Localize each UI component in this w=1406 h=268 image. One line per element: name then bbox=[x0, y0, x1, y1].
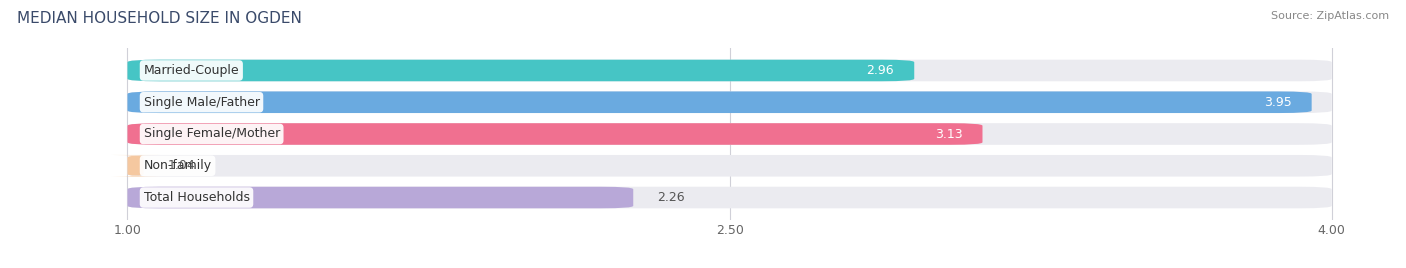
FancyBboxPatch shape bbox=[128, 91, 1331, 113]
Text: Source: ZipAtlas.com: Source: ZipAtlas.com bbox=[1271, 11, 1389, 21]
FancyBboxPatch shape bbox=[128, 91, 1312, 113]
Text: Married-Couple: Married-Couple bbox=[143, 64, 239, 77]
Text: Single Male/Father: Single Male/Father bbox=[143, 96, 260, 109]
FancyBboxPatch shape bbox=[128, 123, 983, 145]
FancyBboxPatch shape bbox=[128, 123, 1331, 145]
Text: 2.26: 2.26 bbox=[658, 191, 685, 204]
FancyBboxPatch shape bbox=[128, 187, 1331, 208]
Text: 3.13: 3.13 bbox=[935, 128, 963, 140]
FancyBboxPatch shape bbox=[111, 155, 159, 177]
Text: Non-family: Non-family bbox=[143, 159, 212, 172]
Text: Total Households: Total Households bbox=[143, 191, 249, 204]
Text: 1.04: 1.04 bbox=[167, 159, 195, 172]
Text: 3.95: 3.95 bbox=[1264, 96, 1292, 109]
FancyBboxPatch shape bbox=[128, 187, 633, 208]
FancyBboxPatch shape bbox=[128, 155, 1331, 177]
Text: MEDIAN HOUSEHOLD SIZE IN OGDEN: MEDIAN HOUSEHOLD SIZE IN OGDEN bbox=[17, 11, 302, 26]
FancyBboxPatch shape bbox=[128, 60, 914, 81]
Text: Single Female/Mother: Single Female/Mother bbox=[143, 128, 280, 140]
FancyBboxPatch shape bbox=[128, 60, 1331, 81]
Text: 2.96: 2.96 bbox=[866, 64, 894, 77]
